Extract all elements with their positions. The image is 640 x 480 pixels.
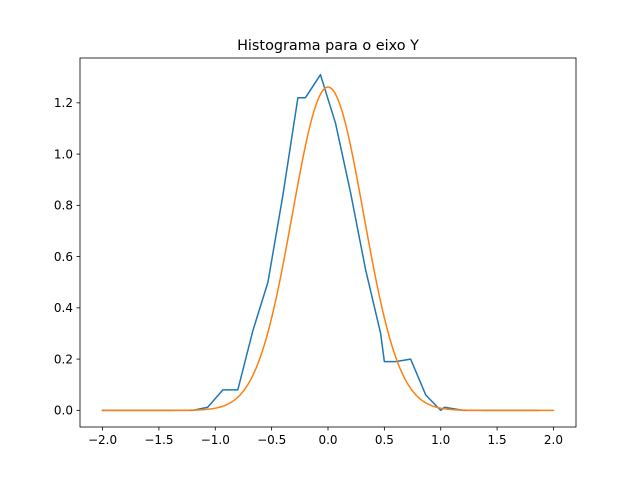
y-tick-label: 0.8 bbox=[54, 199, 73, 213]
y-tick-label: 0.2 bbox=[54, 352, 73, 366]
x-tick-label: 1.0 bbox=[431, 433, 450, 447]
y-tick-label: 0.4 bbox=[54, 301, 73, 315]
y-tick-label: 1.2 bbox=[54, 96, 73, 110]
x-tick-label: −1.5 bbox=[144, 433, 173, 447]
x-tick-label: 0.0 bbox=[318, 433, 337, 447]
plot-area bbox=[101, 73, 555, 412]
y-tick-label: 0.0 bbox=[54, 404, 73, 418]
x-tick-label: 1.5 bbox=[488, 433, 507, 447]
series-line-2 bbox=[101, 86, 555, 412]
x-axis: −2.0 −1.5 −1.0 −0.5 0.0 0.5 1.0 1.5 2.0 bbox=[88, 427, 563, 447]
x-tick-label: 0.5 bbox=[375, 433, 394, 447]
y-axis: 0.0 0.2 0.4 0.6 0.8 1.0 1.2 bbox=[54, 96, 80, 418]
chart-title: Histograma para o eixo Y bbox=[237, 38, 419, 54]
x-tick-label: −1.0 bbox=[201, 433, 230, 447]
y-tick-label: 1.0 bbox=[54, 147, 73, 161]
y-tick-label: 0.6 bbox=[54, 250, 73, 264]
x-tick-label: 2.0 bbox=[544, 433, 563, 447]
x-tick-label: −0.5 bbox=[257, 433, 286, 447]
x-tick-label: −2.0 bbox=[88, 433, 117, 447]
